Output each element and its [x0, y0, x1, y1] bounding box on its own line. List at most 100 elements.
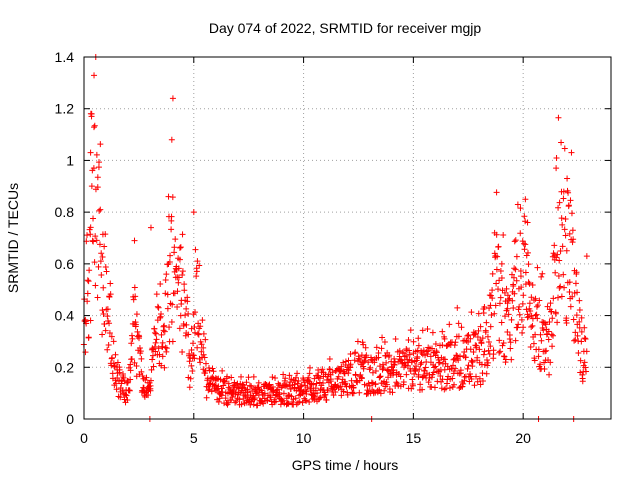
data-point	[267, 394, 274, 401]
data-point	[465, 339, 472, 346]
data-point	[133, 311, 140, 318]
data-point	[500, 353, 507, 360]
data-point	[532, 295, 539, 302]
data-point	[576, 307, 583, 314]
data-point	[174, 303, 181, 310]
data-point	[482, 329, 489, 336]
data-point	[512, 237, 519, 244]
data-point	[497, 294, 504, 301]
data-point	[388, 358, 395, 365]
data-point	[551, 242, 558, 249]
data-point	[520, 292, 527, 299]
data-point	[493, 189, 500, 196]
data-point	[545, 336, 552, 343]
data-point	[338, 363, 345, 370]
data-point	[177, 244, 184, 251]
data-point	[465, 362, 472, 369]
data-point	[405, 337, 412, 344]
y-tick-label: 0.6	[55, 256, 75, 272]
data-point	[100, 284, 107, 291]
data-point	[110, 338, 117, 345]
data-point	[450, 362, 457, 369]
data-point	[164, 291, 171, 298]
data-point	[428, 383, 435, 390]
data-point	[495, 286, 502, 293]
data-point	[100, 311, 107, 318]
data-point	[436, 359, 443, 366]
data-point	[509, 297, 516, 304]
data-point	[155, 304, 162, 311]
data-point	[250, 401, 257, 408]
data-point	[375, 349, 382, 356]
data-point	[464, 332, 471, 339]
data-point	[91, 259, 98, 266]
data-point	[337, 367, 344, 374]
data-point	[541, 365, 548, 372]
data-point	[151, 329, 158, 336]
data-point	[471, 382, 478, 389]
data-point	[157, 310, 164, 317]
data-point	[136, 335, 143, 342]
data-point	[498, 319, 505, 326]
data-point	[233, 398, 240, 405]
data-point	[269, 374, 276, 381]
data-point	[183, 305, 190, 312]
data-point	[153, 336, 160, 343]
data-point	[149, 356, 156, 363]
data-point	[189, 367, 196, 374]
data-point	[208, 388, 215, 395]
data-point	[126, 387, 133, 394]
data-point	[85, 334, 92, 341]
data-point	[569, 293, 576, 300]
data-point	[161, 322, 168, 329]
y-tick-label: 0.2	[55, 359, 75, 375]
data-point	[400, 378, 407, 385]
data-point	[150, 363, 157, 370]
data-point	[583, 253, 590, 260]
data-point	[480, 351, 487, 358]
data-point	[250, 373, 257, 380]
data-point	[190, 352, 197, 359]
data-point	[581, 324, 588, 331]
data-point	[247, 392, 254, 399]
data-point	[550, 295, 557, 302]
data-point	[203, 394, 210, 401]
data-point	[397, 373, 404, 380]
data-point	[414, 347, 421, 354]
data-point	[474, 333, 481, 340]
data-point	[98, 250, 105, 257]
data-point	[553, 165, 560, 172]
data-point	[98, 271, 105, 278]
data-point	[577, 357, 584, 364]
x-tick-label: 5	[190, 430, 198, 446]
data-point	[190, 340, 197, 347]
data-point	[169, 338, 176, 345]
x-tick-labels: 0 5 10 15 20	[80, 430, 531, 446]
data-point	[424, 351, 431, 358]
data-point	[104, 313, 111, 320]
data-point	[156, 351, 163, 358]
data-point	[548, 331, 555, 338]
data-point	[368, 379, 375, 386]
data-point	[108, 333, 115, 340]
data-point	[175, 274, 182, 281]
data-point	[415, 371, 422, 378]
data-point	[132, 293, 139, 300]
data-point	[164, 305, 171, 312]
data-point	[181, 287, 188, 294]
data-point	[424, 326, 431, 333]
data-point	[400, 350, 407, 357]
data-point	[92, 282, 99, 289]
data-point	[559, 221, 566, 228]
data-point	[513, 277, 520, 284]
data-point	[386, 352, 393, 359]
data-point	[224, 373, 231, 380]
data-point	[329, 369, 336, 376]
data-point	[517, 267, 524, 274]
data-point	[510, 274, 517, 281]
data-point	[104, 306, 111, 313]
data-point	[97, 141, 104, 148]
data-point	[285, 392, 292, 399]
data-point	[197, 359, 204, 366]
data-point	[90, 215, 97, 222]
